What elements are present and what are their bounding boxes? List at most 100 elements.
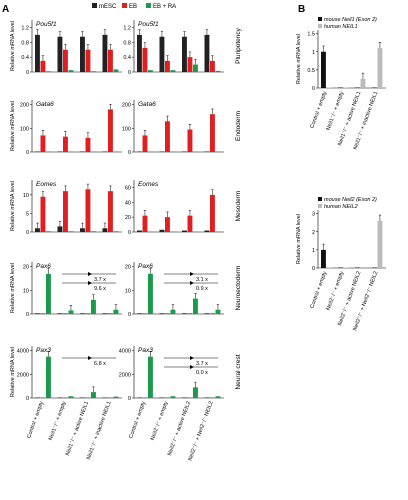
y-tick-label: 40 [125,200,131,206]
bar-control-empty-s0 [321,51,326,88]
legend-label-eb: EB [129,4,137,10]
bar-neil1-active-neil1-s2 [91,151,96,152]
bar-control-empty-s0 [35,313,40,314]
x-label-a1-2: Neil1⁻/⁻ + active NEIL1 [65,401,90,457]
bar-control-empty-s0 [35,397,40,398]
bar-neil2-empty-s2 [170,70,176,72]
x-label-b1-0: Control + empty [309,90,328,129]
bar-neil1-inactive-neil1-s2 [113,69,119,72]
bar-control-empty-s1 [142,47,148,72]
y-tick-label: 1.2 [21,25,29,31]
y-tick-label: 1.2 [123,25,131,31]
bar-neil1-inactive-neil1-s0 [102,397,108,398]
fold-change-pax3-2-0: 3.7 x [196,361,208,367]
legend-b-swatch [318,17,322,21]
bar-control-empty-s1 [326,267,332,268]
y-axis-label: Relative mRNA level [10,347,16,397]
bar-control-empty-s1 [40,135,46,152]
bar-neil1-active-neil1-s0 [80,397,85,398]
bar-neil1-inactive-neil1-s1 [377,48,383,88]
y-tick-label: 1 [312,248,315,254]
bar-neil1-empty-s0 [338,87,343,88]
y-tick-label: 1 [312,50,315,56]
fold-change-annotations: 3.7 x 9.6 x 3.1 x 0.9 x 6.8 x 3.7 x 0.0 x [62,272,218,376]
bar-neil1-inactive-neil1-s1 [108,191,113,232]
fold-arrow-icon [88,281,92,285]
bar-control-empty-s0 [35,228,40,232]
bar-control-empty-s1 [40,313,46,314]
bar-neil2-empty-s2 [170,151,176,152]
bar-neil2-neil2-neil2-s0 [372,267,377,268]
bar-neil2-empty-s1 [165,397,170,398]
panel-label-a: A [2,4,9,15]
x-label-a2-3: Neil2⁻/⁻ + Neil2⁻/⁻ NEIL2 [188,401,215,462]
bar-neil2-neil2-neil2-s0 [204,34,210,72]
legend-label-eb-ra: EB + RA [153,4,176,10]
y-tick-label: 0 [128,230,131,236]
legend-b-label: human NEIL2 [324,204,358,210]
bar-neil1-empty-s0 [57,226,63,232]
y-tick-label: 0 [128,312,131,318]
y-tick-label: 0.8 [123,40,131,46]
bar-neil2-empty-s2 [170,396,176,398]
bar-control-empty-s2 [46,71,51,72]
bar-control-empty-s1 [142,135,148,152]
bar-neil1-empty-s0 [57,397,63,398]
chart-panel-10: 0 0.5 1 1.5 Relative mRNA level [296,30,386,92]
row-label-mesoderm: Mesoderm [235,191,242,222]
y-tick-label: 2000 [119,372,131,378]
legend-b-label: mouse Neil1 (Exon 2) [324,17,377,23]
y-tick-label: 20 [125,215,131,221]
y-tick-label: 4000 [17,349,29,355]
fold-change-pax6-1-1: 9.6 x [94,286,106,292]
chart-panel-8: 0 2000 4000 Pax3 Relative mRNA level [10,346,122,402]
legend-b-label: mouse Neil2 (Exon 2) [324,197,377,203]
bar-neil2-active-neil2-s0 [182,36,187,72]
fold-arrow-icon [190,281,194,285]
panel-title: Pax3 [36,347,51,354]
bar-neil2-active-neil2-s1 [187,215,193,232]
bar-control-empty-s2 [46,273,51,314]
y-tick-label: 20 [23,265,29,271]
bar-neil2-neil2-neil2-s1 [210,60,215,72]
panel-title: Eomes [138,181,159,188]
panel-label-b: B [298,4,305,15]
bar-neil2-active-neil2-s1 [360,267,366,268]
legend-b-swatch [318,24,322,28]
bar-control-empty-s0 [137,34,142,72]
bar-neil1-inactive-neil1-s0 [102,34,108,72]
bar-control-empty-s1 [40,60,46,72]
bar-neil1-empty-s2 [68,396,74,398]
chart-panel-2: 0 100 200 Gata6 Relative mRNA level [10,100,122,156]
x-label-a2-1: Neil2⁻/⁻ + empty [150,400,170,441]
bar-neil2-empty-s0 [159,229,165,232]
bar-neil1-empty-s0 [57,151,63,152]
bar-neil1-empty-s2 [68,310,74,314]
y-tick-label: 200 [122,103,131,109]
chart-panel-1: 0 0.4 0.8 1.2 Pou5f1 [123,20,224,76]
panel-title: Gata6 [36,101,54,108]
bar-control-empty-s2 [46,356,51,398]
bar-neil1-active-neil1-s1 [85,397,91,398]
bar-control-empty-s1 [40,196,46,232]
x-label-b2-0: Control + empty [309,270,328,309]
panel-title: Pou5f1 [36,21,57,28]
bar-neil1-active-neil1-s2 [91,299,96,314]
bar-neil1-active-neil1-s1 [85,313,91,314]
x-label-a1-0: Control + empty [26,400,45,439]
bar-neil1-empty-s0 [57,313,63,314]
bar-control-empty-s0 [137,151,142,152]
bar-neil2-empty-s0 [159,36,165,72]
y-tick-label: 4000 [119,349,131,355]
bar-neil2-empty-s1 [165,60,170,72]
y-tick-label: 0.5 [307,68,315,74]
bar-neil1-active-neil1-s0 [80,313,85,314]
bar-neil1-active-neil1-s2 [91,231,96,232]
legend-label-mesc: mESC [99,4,117,10]
legend-swatch-mesc [92,3,97,8]
bar-neil2-neil2-neil2-s2 [215,309,221,314]
bar-neil1-empty-s2 [68,151,74,152]
bar-neil2-empty-s0 [338,267,343,268]
